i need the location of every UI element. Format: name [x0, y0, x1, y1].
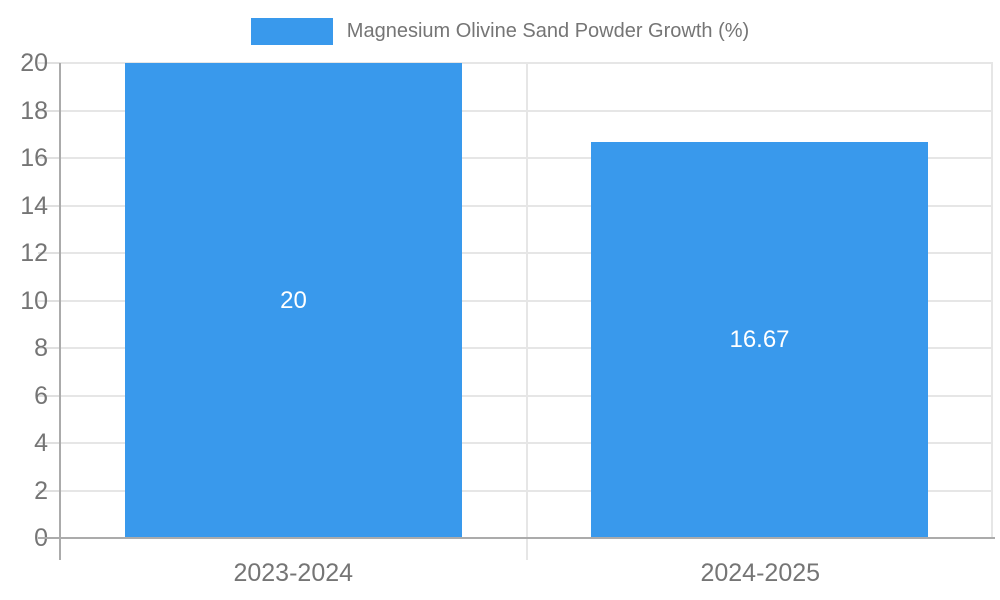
y-tick-mark: [38, 252, 60, 254]
y-tick-label: 14: [20, 191, 48, 220]
y-tick-label: 8: [34, 334, 48, 362]
y-tick-mark: [38, 157, 60, 159]
y-tick-label: 12: [20, 239, 48, 267]
bar: [125, 63, 462, 538]
y-tick-label: 16: [20, 144, 48, 172]
y-tick-mark: [38, 347, 60, 349]
bar-value-label: 16.67: [729, 326, 790, 353]
legend-swatch: [250, 17, 333, 45]
y-tick-label: 20: [20, 49, 48, 77]
y-tick-label: 6: [34, 381, 48, 410]
y-tick-mark: [38, 394, 60, 397]
y-tick-mark: [38, 299, 60, 302]
x-axis-line: [38, 537, 995, 539]
y-tick-mark: [38, 109, 60, 112]
y-tick-mark: [38, 62, 60, 64]
x-axis-label: 2023-2024: [233, 559, 354, 587]
y-tick-mark: [38, 442, 60, 444]
chart-legend: Magnesium Olivine Sand Powder Growth (%): [0, 14, 1000, 48]
y-tick-label: 4: [34, 429, 48, 457]
y-tick-label: 18: [20, 96, 48, 125]
y-axis-line: [59, 63, 61, 560]
y-tick-label: 10: [20, 286, 48, 315]
x-axis-label: 2024-2025: [700, 559, 821, 587]
gridline: [525, 63, 528, 560]
y-tick-mark: [38, 204, 60, 207]
y-tick-label: 2: [34, 476, 48, 505]
bar: [591, 142, 928, 538]
gridline: [991, 63, 993, 538]
bar-value-label: 20: [280, 287, 307, 314]
y-tick-mark: [38, 489, 60, 492]
legend-label: Magnesium Olivine Sand Powder Growth (%): [346, 19, 750, 42]
